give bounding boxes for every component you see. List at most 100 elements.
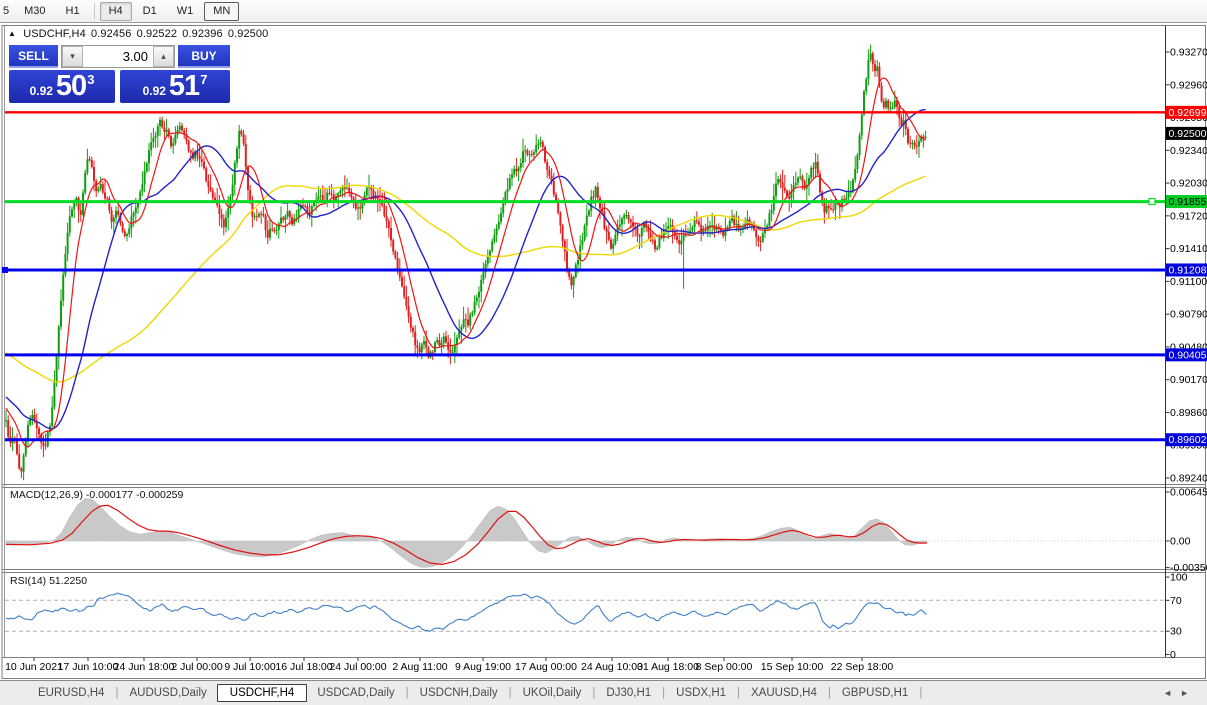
tab-separator: |	[405, 687, 409, 699]
tab-separator: |	[662, 687, 666, 699]
tab-scroll-left-icon[interactable]: ◄	[1163, 688, 1181, 698]
ohlc-close: 0.92500	[227, 28, 269, 40]
tab-usdcnh-daily[interactable]: USDCNH,Daily	[419, 687, 498, 699]
volume-increase-button[interactable]: ▴	[153, 46, 174, 67]
price-level-badge: 0.89602	[1166, 433, 1207, 447]
ohlc-high: 0.92522	[136, 28, 178, 40]
timeframe-button-d1[interactable]: D1	[142, 4, 157, 17]
sell-button[interactable]: SELL	[9, 45, 58, 68]
svg-text:-0.003507: -0.003507	[1170, 562, 1207, 574]
chevron-up-icon: ▴	[161, 51, 166, 61]
svg-text:0.91720: 0.91720	[1170, 210, 1207, 222]
buy-price-sup: 7	[200, 72, 208, 87]
sell-price-box[interactable]: 0.92 50 3	[9, 70, 115, 103]
timeframe-button-m30[interactable]: M30	[24, 4, 46, 17]
tab-xauusd-h4[interactable]: XAUUSD,H4	[751, 687, 817, 699]
buy-price-box[interactable]: 0.92 51 7	[120, 70, 230, 103]
buy-price-prefix: 0.92	[142, 84, 166, 98]
tab-scroll-right-icon[interactable]: ►	[1180, 688, 1197, 698]
chevron-down-icon: ▾	[70, 51, 75, 61]
svg-text:8 Sep 00:00: 8 Sep 00:00	[696, 661, 753, 673]
svg-text:0.91208: 0.91208	[1169, 264, 1207, 276]
svg-text:10 Jun 2021: 10 Jun 2021	[5, 661, 63, 673]
macd-indicator-label: MACD(12,26,9) -0.000177 -0.000259	[10, 489, 184, 501]
svg-text:0.90405: 0.90405	[1169, 349, 1207, 361]
chart-canvas[interactable]: 0.932700.929600.926500.923400.920300.917…	[0, 25, 1207, 679]
buy-price-big: 51	[168, 70, 200, 102]
tab-usdcad-daily[interactable]: USDCAD,Daily	[317, 687, 395, 699]
bid-price-badge: 0.92500	[1166, 126, 1207, 140]
svg-text:0.89602: 0.89602	[1169, 434, 1207, 446]
rsi-line	[5, 592, 927, 633]
tab-usdx-h1[interactable]: USDX,H1	[676, 687, 727, 699]
svg-text:70: 70	[1170, 595, 1182, 607]
sell-price-prefix: 0.92	[29, 84, 53, 98]
svg-text:0.00: 0.00	[1170, 535, 1191, 547]
tab-gbpusd-h1[interactable]: GBPUSD,H1	[841, 687, 909, 699]
svg-text:0.91100: 0.91100	[1170, 276, 1207, 288]
candlesticks	[5, 44, 927, 481]
timeframe-button-h4[interactable]: H4	[99, 1, 132, 21]
chart-ohlc-header: ▲ USDCHF,H4 0.92456 0.92522 0.92396 0.92…	[8, 28, 270, 40]
ohlc-open: 0.92456	[90, 28, 132, 40]
tab-dj30-h1[interactable]: DJ30,H1	[606, 687, 652, 699]
timeframe-button-w1[interactable]: W1	[176, 4, 194, 17]
svg-text:0.92030: 0.92030	[1170, 178, 1207, 190]
svg-text:2 Aug 11:00: 2 Aug 11:00	[392, 661, 447, 673]
chart-tab-bar: EURUSD,H4 | AUDUSD,Daily USDCHF,H4 USDCAD,Da…	[0, 680, 1207, 705]
tab-separator: |	[827, 687, 831, 699]
svg-text:0.90170: 0.90170	[1170, 374, 1207, 386]
tab-separator: |	[508, 687, 512, 699]
svg-text:2 Jul 00:00: 2 Jul 00:00	[171, 661, 223, 673]
svg-text:0.92960: 0.92960	[1170, 79, 1207, 91]
tab-separator: |	[592, 687, 596, 699]
svg-text:0.89240: 0.89240	[1170, 472, 1207, 484]
level-line-handle[interactable]	[2, 266, 8, 273]
tab-usdchf-h4[interactable]: USDCHF,H4	[216, 684, 308, 702]
rsi-axis-ticks: 100 70 30 0	[1165, 572, 1188, 661]
price-level-badge: 0.91855	[1166, 195, 1207, 209]
timeframe-button-h1[interactable]: H1	[65, 4, 80, 17]
svg-text:31 Aug 18:00: 31 Aug 18:00	[637, 661, 699, 673]
ohlc-low: 0.92396	[182, 28, 223, 40]
chart-window-border	[1, 25, 1206, 679]
timeframe-toolbar: 5 M30 H1 H4 D1 W1 MN	[0, 0, 1207, 23]
svg-text:30: 30	[1170, 626, 1182, 638]
svg-text:17 Aug 00:00: 17 Aug 00:00	[515, 661, 577, 673]
chart-symbol-period: USDCHF,H4	[23, 28, 86, 40]
svg-text:0.92340: 0.92340	[1170, 145, 1207, 157]
price-level-badge: 0.92699	[1166, 105, 1207, 119]
timeframe-button-5[interactable]: 5	[3, 4, 10, 17]
sell-price-sup: 3	[87, 72, 95, 87]
buy-button[interactable]: BUY	[178, 45, 230, 68]
timeframe-button-mn[interactable]: MN	[204, 1, 240, 21]
collapse-icon[interactable]: ▲	[8, 29, 17, 38]
svg-text:0.91410: 0.91410	[1170, 243, 1207, 255]
svg-text:16 Jul 18:00: 16 Jul 18:00	[275, 661, 332, 673]
tab-ukoil-daily[interactable]: UKOil,Daily	[522, 687, 582, 699]
svg-text:24 Jun 18:00: 24 Jun 18:00	[114, 661, 175, 673]
tab-audusd-daily[interactable]: AUDUSD,Daily	[129, 687, 207, 699]
svg-text:15 Sep 10:00: 15 Sep 10:00	[761, 661, 824, 673]
svg-text:17 Jun 10:00: 17 Jun 10:00	[58, 661, 119, 673]
macd-histogram-area	[5, 498, 928, 568]
svg-text:0: 0	[1170, 649, 1176, 661]
svg-text:9 Aug 19:00: 9 Aug 19:00	[455, 661, 511, 673]
svg-text:22 Sep 18:00: 22 Sep 18:00	[831, 661, 894, 673]
ma-line-fast	[5, 77, 926, 448]
price-level-badge: 0.91208	[1166, 263, 1207, 277]
svg-text:24 Aug 10:00: 24 Aug 10:00	[581, 661, 643, 673]
tab-eurusd-h4[interactable]: EURUSD,H4	[38, 687, 105, 699]
volume-decrease-button[interactable]: ▾	[62, 46, 83, 67]
price-level-badge: 0.90405	[1166, 348, 1207, 362]
level-line-handle[interactable]	[1148, 197, 1156, 206]
svg-text:0.89860: 0.89860	[1170, 407, 1207, 419]
svg-text:0.93270: 0.93270	[1170, 47, 1207, 59]
svg-text:0.90790: 0.90790	[1170, 309, 1207, 321]
rsi-indicator-label: RSI(14) 51.2250	[10, 575, 88, 587]
tab-separator: |	[737, 687, 741, 699]
svg-text:0.92500: 0.92500	[1169, 128, 1207, 140]
volume-input[interactable]	[83, 46, 153, 67]
